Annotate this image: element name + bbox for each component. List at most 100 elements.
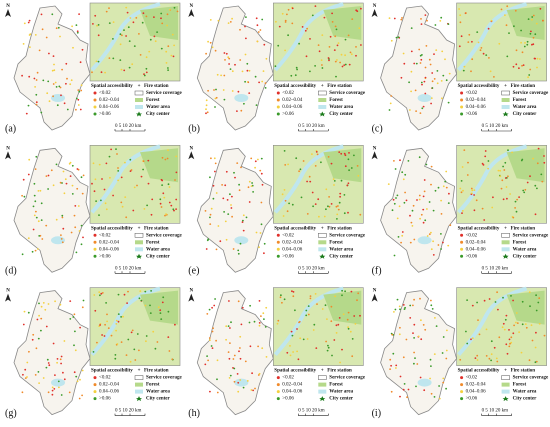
- accessibility-dot: [52, 95, 54, 98]
- accessibility-dot: [217, 225, 220, 227]
- accessibility-dot: [309, 70, 311, 73]
- legend-swatch: [276, 376, 280, 380]
- accessibility-dot: [466, 342, 469, 345]
- legend-class: 0.04–0.06: [466, 105, 487, 110]
- accessibility-dot: [47, 188, 49, 190]
- legend-class: >0.06: [466, 112, 478, 117]
- accessibility-dot: [225, 238, 228, 241]
- accessibility-dot: [35, 155, 38, 158]
- legend-class: 0.02–0.04: [282, 383, 303, 388]
- accessibility-dot: [115, 319, 118, 322]
- accessibility-dot: [79, 326, 81, 329]
- scale-bar-label: 0 5 10 20 km: [482, 409, 509, 414]
- accessibility-dot: [98, 291, 101, 293]
- accessibility-dot: [129, 360, 132, 363]
- accessibility-dot: [91, 71, 93, 74]
- accessibility-dot: [96, 341, 98, 344]
- accessibility-dot: [402, 388, 405, 391]
- accessibility-dot: [278, 25, 281, 28]
- accessibility-dot: [485, 54, 488, 56]
- legend-fire-station: Fire station: [144, 369, 169, 374]
- accessibility-dot: [254, 160, 257, 163]
- accessibility-dot: [99, 324, 101, 326]
- accessibility-dot: [308, 175, 311, 178]
- accessibility-dot: [175, 155, 178, 158]
- north-label: N: [6, 4, 10, 9]
- accessibility-dot: [213, 304, 216, 307]
- scale-bar-label: 0 5 10 20 km: [115, 266, 142, 271]
- legend-title: Spatial accessibility: [458, 226, 500, 231]
- accessibility-dot: [66, 77, 68, 80]
- accessibility-dot: [106, 320, 108, 323]
- accessibility-dot: [240, 109, 243, 112]
- accessibility-dot: [327, 346, 330, 349]
- water-area: [234, 378, 249, 387]
- accessibility-dot: [215, 339, 217, 342]
- accessibility-dot: [32, 228, 35, 231]
- accessibility-dot: [411, 209, 414, 212]
- accessibility-dot: [21, 253, 24, 256]
- accessibility-dot: [309, 297, 312, 300]
- accessibility-dot: [228, 57, 231, 60]
- accessibility-dot: [306, 338, 309, 340]
- accessibility-dot: [134, 359, 137, 361]
- accessibility-dot: [323, 16, 326, 19]
- accessibility-dot: [159, 309, 162, 312]
- accessibility-dot: [422, 221, 425, 224]
- accessibility-dot: [409, 109, 411, 111]
- legend-item: Service coverage: [513, 376, 549, 381]
- accessibility-dot: [63, 378, 66, 381]
- accessibility-dot: [447, 202, 450, 204]
- accessibility-dot: [500, 187, 503, 190]
- accessibility-dot: [240, 166, 242, 169]
- accessibility-dot: [400, 76, 403, 79]
- legend-star: [136, 396, 142, 402]
- accessibility-dot: [302, 338, 305, 341]
- accessibility-dot: [340, 152, 343, 155]
- accessibility-dot: [37, 248, 39, 250]
- accessibility-dot: [337, 205, 339, 207]
- accessibility-dot: [59, 358, 62, 361]
- accessibility-dot: [478, 333, 481, 336]
- accessibility-dot: [412, 332, 414, 334]
- accessibility-dot: [532, 36, 535, 39]
- accessibility-dot: [245, 216, 248, 219]
- accessibility-dot: [504, 177, 507, 179]
- accessibility-dot: [214, 49, 217, 52]
- accessibility-dot: [205, 104, 208, 107]
- accessibility-dot: [105, 208, 108, 211]
- accessibility-dot: [250, 157, 253, 160]
- region-outline: [13, 5, 91, 131]
- accessibility-dot: [133, 45, 136, 47]
- accessibility-dot: [281, 193, 284, 196]
- accessibility-dot: [265, 356, 268, 358]
- accessibility-dot: [258, 300, 261, 302]
- accessibility-dot: [350, 290, 353, 293]
- legend-item: City center: [513, 254, 538, 259]
- accessibility-dot: [48, 100, 51, 103]
- accessibility-dot: [227, 22, 230, 24]
- accessibility-dot: [163, 196, 166, 199]
- accessibility-dot: [291, 203, 294, 206]
- accessibility-dot: [528, 291, 531, 294]
- accessibility-dot: [63, 102, 66, 105]
- accessibility-dot: [522, 189, 525, 192]
- accessibility-dot: [506, 55, 509, 58]
- legend-swatch: [93, 247, 97, 251]
- accessibility-dot: [239, 59, 242, 61]
- accessibility-dot: [60, 355, 63, 358]
- legend-title: Spatial accessibility: [91, 226, 133, 231]
- legend-title: Spatial accessibility: [91, 84, 133, 89]
- accessibility-dot: [426, 235, 429, 237]
- legend-class: >0.06: [466, 254, 478, 259]
- accessibility-dot: [246, 69, 249, 72]
- accessibility-dot: [466, 299, 468, 301]
- legend-item: Water area: [146, 247, 170, 252]
- accessibility-dot: [312, 205, 314, 208]
- accessibility-dot: [29, 46, 31, 48]
- accessibility-dot: [423, 190, 426, 193]
- water-area: [417, 378, 432, 387]
- accessibility-dot: [204, 363, 207, 366]
- accessibility-dot: [160, 12, 163, 15]
